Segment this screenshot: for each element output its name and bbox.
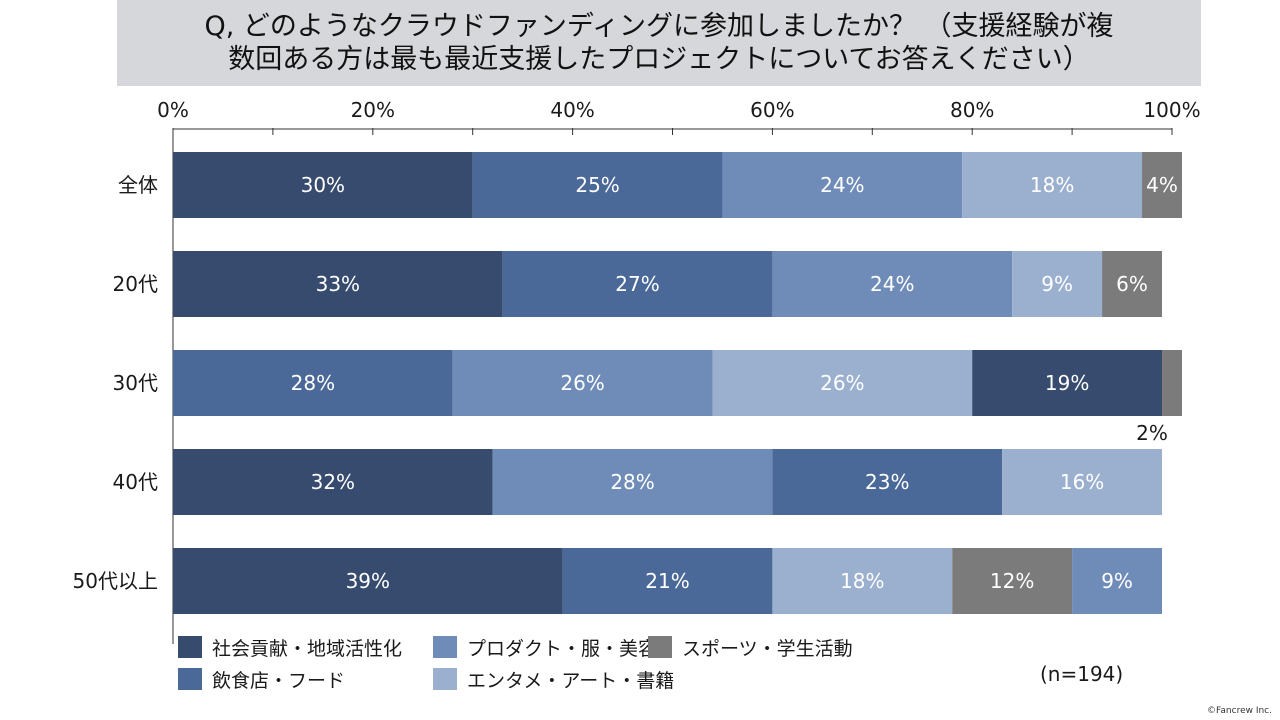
bar-segment-food: [562, 548, 773, 614]
bar-segment-product: [1072, 548, 1163, 614]
bar-segment-sports: [1162, 350, 1182, 416]
legend-item-food: 飲食店・フード: [178, 666, 433, 692]
data-label: 39%: [346, 569, 390, 593]
bar-segment-social: [173, 152, 473, 218]
legend-swatch: [433, 636, 457, 658]
data-label: 33%: [316, 272, 360, 296]
title-banner: Q, どのようなクラウドファンディングに参加しましたか？ （支援経験が複 数回あ…: [117, 0, 1201, 86]
category-label: 50代以上: [73, 569, 158, 593]
bar-segment-food: [173, 350, 453, 416]
bar-segment-food: [502, 251, 773, 317]
x-tick-label: 60%: [750, 98, 794, 122]
data-label: 2%: [1136, 421, 1168, 445]
data-label: 18%: [1030, 173, 1074, 197]
data-label: 12%: [990, 569, 1034, 593]
data-label: 18%: [840, 569, 884, 593]
bar-segment-product: [722, 152, 963, 218]
data-label: 26%: [560, 371, 604, 395]
bar-segment-social: [173, 449, 493, 515]
bar-segment-entertainment: [962, 152, 1143, 218]
legend-swatch: [433, 668, 457, 690]
legend-item-entertainment: エンタメ・アート・書籍: [433, 666, 674, 692]
data-label: 9%: [1041, 272, 1073, 296]
data-label: 28%: [610, 470, 654, 494]
data-label: 32%: [311, 470, 355, 494]
category-label: 30代: [113, 371, 158, 395]
data-label: 24%: [820, 173, 864, 197]
data-label: 9%: [1101, 569, 1133, 593]
bar-segment-product: [492, 449, 773, 515]
legend-swatch: [648, 636, 672, 658]
data-label: 26%: [820, 371, 864, 395]
legend-item-product: プロダクト・服・美容: [433, 634, 657, 660]
x-tick-label: 100%: [1143, 98, 1200, 122]
bar-segment-food: [772, 449, 1003, 515]
bar-segment-product: [452, 350, 713, 416]
bar-segment-sports: [1142, 152, 1182, 218]
data-label: 28%: [291, 371, 335, 395]
legend-item-social: 社会貢献・地域活性化: [178, 634, 433, 660]
data-label: 24%: [870, 272, 914, 296]
x-tick-label: 80%: [950, 98, 994, 122]
data-label: 4%: [1146, 173, 1178, 197]
bar-segment-social: [173, 548, 563, 614]
bar-segment-sports: [1102, 251, 1163, 317]
legend-label: スポーツ・学生活動: [682, 637, 853, 660]
data-label: 30%: [301, 173, 345, 197]
legend-label: エンタメ・アート・書籍: [467, 669, 675, 692]
category-label: 20代: [113, 272, 158, 296]
chart-legend: 社会貢献・地域活性化 プロダクト・服・美容 スポーツ・学生活動飲食店・フード エンタメ…: [178, 634, 868, 692]
x-tick-label: 0%: [157, 98, 189, 122]
data-label: 21%: [645, 569, 689, 593]
legend-swatch: [178, 636, 202, 658]
bar-segment-social: [972, 350, 1163, 416]
data-label: 19%: [1045, 371, 1089, 395]
category-label: 全体: [118, 173, 158, 197]
category-label: 40代: [113, 470, 158, 494]
bar-segment-entertainment: [1012, 251, 1103, 317]
data-label: 16%: [1060, 470, 1104, 494]
legend-label: 飲食店・フード: [212, 669, 346, 692]
bar-segment-social: [173, 251, 503, 317]
bar-segment-entertainment: [1002, 449, 1163, 515]
chart-title: Q, どのようなクラウドファンディングに参加しましたか？ （支援経験が複 数回あ…: [204, 11, 1114, 75]
legend-item-sports: スポーツ・学生活動: [648, 634, 868, 660]
sample-size-note: (n=194): [1040, 662, 1124, 686]
bar-segment-product: [772, 251, 1013, 317]
legend-label: 社会貢献・地域活性化: [212, 637, 403, 660]
data-label: 23%: [865, 470, 909, 494]
copyright: ©Fancrew Inc.: [1207, 706, 1272, 716]
data-label: 27%: [615, 272, 659, 296]
data-label: 6%: [1116, 272, 1148, 296]
bar-segment-sports: [952, 548, 1073, 614]
x-tick-label: 40%: [550, 98, 594, 122]
bar-segment-entertainment: [772, 548, 953, 614]
legend-label: プロダクト・服・美容: [467, 637, 658, 660]
legend-swatch: [178, 668, 202, 690]
data-label: 25%: [575, 173, 619, 197]
x-tick-label: 20%: [351, 98, 395, 122]
bar-segment-food: [472, 152, 723, 218]
bar-segment-entertainment: [712, 350, 973, 416]
